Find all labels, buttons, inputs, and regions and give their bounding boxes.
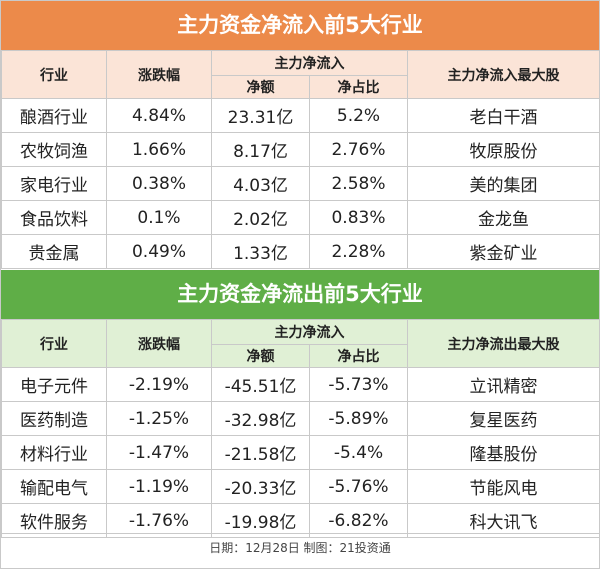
- industry-cell: 酿酒行业: [1, 98, 107, 133]
- header-net-ratio: 净占比: [309, 344, 408, 368]
- header-net-ratio: 净占比: [309, 75, 408, 99]
- change-cell: 0.1%: [106, 200, 212, 235]
- inflow-section: 主力资金净流入前5大行业 行业 涨跌幅 主力净流入 主力净流入最大股 净额 净占…: [1, 1, 600, 269]
- table-row: 输配电气 -1.19% -20.33亿 -5.76% 节能风电: [1, 469, 600, 504]
- industry-cell: 食品饮料: [1, 200, 107, 235]
- change-cell: 4.84%: [106, 98, 212, 133]
- ratio-cell: 0.83%: [309, 200, 408, 235]
- inflow-header-row: 行业 涨跌幅 主力净流入 主力净流入最大股: [1, 50, 600, 99]
- change-cell: -2.19%: [106, 367, 212, 402]
- table-row: 农牧饲渔 1.66% 8.17亿 2.76% 牧原股份: [1, 132, 600, 167]
- ratio-cell: 2.28%: [309, 234, 408, 269]
- table-row: 电子元件 -2.19% -45.51亿 -5.73% 立讯精密: [1, 367, 600, 402]
- outflow-table: 行业 涨跌幅 主力净流入 主力净流出最大股 净额 净占比 电子元件 -2.19%…: [1, 319, 600, 538]
- industry-cell: 材料行业: [1, 435, 107, 470]
- ratio-cell: -6.82%: [309, 503, 408, 538]
- header-change: 涨跌幅: [106, 50, 212, 99]
- change-cell: 0.49%: [106, 234, 212, 269]
- ratio-cell: -5.4%: [309, 435, 408, 470]
- ratio-cell: 5.2%: [309, 98, 408, 133]
- header-net-amount: 净额: [211, 344, 310, 368]
- amount-cell: -32.98亿: [211, 401, 310, 436]
- ratio-cell: 2.76%: [309, 132, 408, 167]
- amount-cell: -45.51亿: [211, 367, 310, 402]
- footer-credit: 日期：12月28日 制图：21投资通: [1, 533, 599, 563]
- amount-cell: -20.33亿: [211, 469, 310, 504]
- stock-cell: 节能风电: [407, 469, 600, 504]
- amount-cell: 2.02亿: [211, 200, 310, 235]
- amount-cell: 1.33亿: [211, 234, 310, 269]
- table-row: 材料行业 -1.47% -21.58亿 -5.4% 隆基股份: [1, 435, 600, 470]
- outflow-header-row: 行业 涨跌幅 主力净流入 主力净流出最大股: [1, 319, 600, 368]
- change-cell: -1.25%: [106, 401, 212, 436]
- change-cell: -1.76%: [106, 503, 212, 538]
- industry-cell: 电子元件: [1, 367, 107, 402]
- header-net-amount: 净额: [211, 75, 310, 99]
- ratio-cell: -5.73%: [309, 367, 408, 402]
- outflow-section: 主力资金净流出前5大行业 行业 涨跌幅 主力净流入 主力净流出最大股 净额 净占…: [1, 270, 600, 538]
- change-cell: 1.66%: [106, 132, 212, 167]
- header-top-stock: 主力净流出最大股: [407, 319, 600, 368]
- change-cell: -1.19%: [106, 469, 212, 504]
- stock-cell: 紫金矿业: [407, 234, 600, 269]
- table-row: 医药制造 -1.25% -32.98亿 -5.89% 复星医药: [1, 401, 600, 436]
- header-main-flow: 主力净流入: [211, 50, 408, 76]
- table-row: 家电行业 0.38% 4.03亿 2.58% 美的集团: [1, 166, 600, 201]
- inflow-title: 主力资金净流入前5大行业: [1, 1, 599, 50]
- header-industry: 行业: [1, 319, 107, 368]
- stock-cell: 复星医药: [407, 401, 600, 436]
- stock-cell: 隆基股份: [407, 435, 600, 470]
- industry-cell: 医药制造: [1, 401, 107, 436]
- table-row: 贵金属 0.49% 1.33亿 2.28% 紫金矿业: [1, 234, 600, 269]
- stock-cell: 老白干酒: [407, 98, 600, 133]
- table-row: 软件服务 -1.76% -19.98亿 -6.82% 科大讯飞: [1, 503, 600, 538]
- change-cell: 0.38%: [106, 166, 212, 201]
- amount-cell: 23.31亿: [211, 98, 310, 133]
- ratio-cell: 2.58%: [309, 166, 408, 201]
- change-cell: -1.47%: [106, 435, 212, 470]
- amount-cell: 4.03亿: [211, 166, 310, 201]
- amount-cell: 8.17亿: [211, 132, 310, 167]
- header-industry: 行业: [1, 50, 107, 99]
- stock-cell: 美的集团: [407, 166, 600, 201]
- ratio-cell: -5.89%: [309, 401, 408, 436]
- stock-cell: 金龙鱼: [407, 200, 600, 235]
- header-main-flow: 主力净流入: [211, 319, 408, 345]
- inflow-table: 行业 涨跌幅 主力净流入 主力净流入最大股 净额 净占比 酿酒行业 4.84% …: [1, 50, 600, 269]
- outflow-title: 主力资金净流出前5大行业: [1, 270, 599, 319]
- table-row: 食品饮料 0.1% 2.02亿 0.83% 金龙鱼: [1, 200, 600, 235]
- industry-cell: 家电行业: [1, 166, 107, 201]
- amount-cell: -21.58亿: [211, 435, 310, 470]
- amount-cell: -19.98亿: [211, 503, 310, 538]
- industry-cell: 农牧饲渔: [1, 132, 107, 167]
- table-row: 酿酒行业 4.84% 23.31亿 5.2% 老白干酒: [1, 98, 600, 133]
- header-top-stock: 主力净流入最大股: [407, 50, 600, 99]
- stock-cell: 立讯精密: [407, 367, 600, 402]
- ratio-cell: -5.76%: [309, 469, 408, 504]
- industry-cell: 输配电气: [1, 469, 107, 504]
- industry-cell: 软件服务: [1, 503, 107, 538]
- outflow-subheader-row: 净额 净占比: [2, 344, 600, 368]
- stock-cell: 牧原股份: [407, 132, 600, 167]
- industry-cell: 贵金属: [1, 234, 107, 269]
- stock-cell: 科大讯飞: [407, 503, 600, 538]
- header-change: 涨跌幅: [106, 319, 212, 368]
